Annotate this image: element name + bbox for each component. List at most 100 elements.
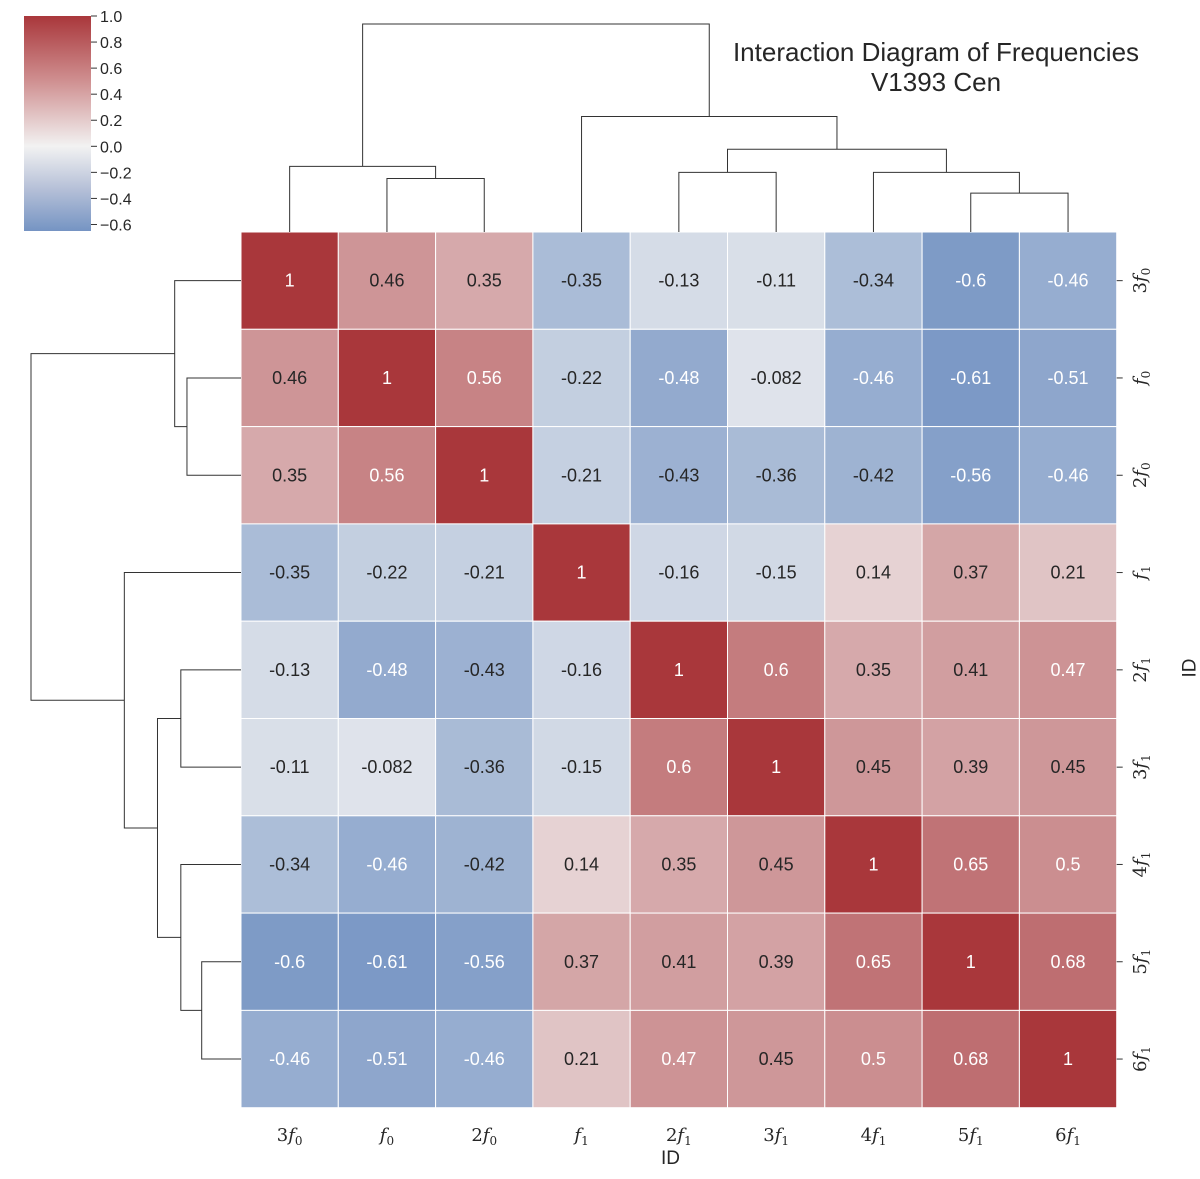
cell-value-label: -0.15 [561, 757, 602, 777]
heatmap-cell [1018, 523, 1118, 622]
colorbar-tick-label: −0.4 [100, 191, 132, 208]
heatmap-cell [1018, 912, 1118, 1011]
cell-value-label: 0.6 [764, 660, 789, 680]
cell-value-label: -0.43 [464, 660, 505, 680]
heatmap-cell [240, 328, 339, 428]
heatmap-cell [629, 328, 729, 428]
heatmap-cell [921, 328, 1020, 428]
cell-value-label: 0.35 [856, 660, 891, 680]
y-tick-label: 3f0 [1130, 268, 1153, 294]
heatmap-cell [1018, 718, 1118, 817]
dendrogram-link [727, 148, 947, 173]
heatmap-cell [337, 815, 437, 914]
colorbar-tick-label: −0.2 [100, 165, 132, 182]
heatmap-cell [629, 815, 729, 914]
cell-value-label: -0.43 [658, 465, 699, 485]
cell-value-label: 0.46 [272, 368, 307, 388]
dendrogram-link [156, 718, 181, 938]
cell-value-label: 0.37 [564, 952, 599, 972]
cell-value-label: 0.56 [467, 368, 502, 388]
heatmap-cell [240, 815, 339, 914]
heatmap-cell [824, 620, 923, 720]
heatmap-cell [435, 328, 534, 428]
heatmap-cell-values: 1 0.46 0.35 -0.35 -0.13 -0.11 -0.34 -0.6 -0.46 0.… [269, 271, 1088, 1069]
cell-value-label: 0.5 [861, 1049, 886, 1069]
cell-value-label: -0.34 [269, 854, 310, 874]
cell-value-label: 0.35 [272, 465, 307, 485]
cell-value-label: 0.46 [369, 271, 404, 291]
heatmap-cell [337, 231, 437, 330]
y-axis-label: ID [1179, 658, 1200, 678]
y-tick-label: 2f1 [1130, 657, 1153, 683]
cell-value-label: -0.35 [561, 271, 602, 291]
colorbar-tick-label: 0.8 [100, 35, 122, 52]
colorbar: 1.0 0.8 0.6 0.4 0.2 0.0 −0.2 −0.4 −0.6 [24, 9, 132, 234]
dendrogram-link [180, 669, 241, 768]
cell-value-label: 0.5 [1056, 854, 1081, 874]
heatmap-cell [532, 1009, 631, 1109]
y-tick-label: 3f1 [1130, 754, 1153, 780]
cell-value-label: -0.11 [270, 757, 310, 777]
heatmap-cell [921, 231, 1020, 330]
dendrogram-link [872, 171, 1020, 232]
heatmap-cell [824, 1009, 923, 1109]
cell-value-label: -0.22 [561, 368, 602, 388]
heatmap-cell [337, 718, 437, 817]
x-axis-label: ID [661, 1148, 680, 1169]
cell-value-label: -0.48 [366, 660, 407, 680]
heatmap-cell [1018, 1009, 1118, 1109]
x-tick-label: 6f1 [1055, 1125, 1081, 1148]
cell-value-label: 1 [966, 952, 976, 972]
heatmap-cell [435, 426, 534, 525]
colorbar-tick-label: 0.4 [100, 87, 122, 104]
cell-value-label: -0.11 [756, 271, 796, 291]
heatmap-cell [532, 426, 631, 525]
cell-value-label: 1 [577, 563, 587, 583]
heatmap-cell [240, 718, 339, 817]
cell-value-label: -0.6 [955, 271, 986, 291]
y-tick-label: 5f1 [1130, 949, 1153, 975]
x-tick-label: 3f0 [277, 1125, 303, 1148]
y-tick-label: f1 [1130, 565, 1153, 581]
heatmap-cell [337, 523, 437, 622]
cell-value-label: 0.56 [369, 465, 404, 485]
x-tick-label: f1 [572, 1125, 588, 1148]
cell-value-label: -0.34 [853, 271, 894, 291]
cell-value-label: -0.46 [366, 854, 407, 874]
heatmap-cell [727, 328, 826, 428]
cell-value-label: -0.22 [366, 563, 407, 583]
dendrogram-link [678, 171, 777, 232]
cell-value-label: 0.35 [467, 271, 502, 291]
colorbar-tick-label: 0.6 [100, 61, 122, 78]
heatmap-cell [435, 1009, 534, 1109]
cell-value-label: 0.21 [564, 1049, 599, 1069]
colorbar-ticks: 1.0 0.8 0.6 0.4 0.2 0.0 −0.2 −0.4 −0.6 [91, 9, 132, 234]
heatmap-cell [435, 815, 534, 914]
heatmap-cell [337, 426, 437, 525]
x-tick-label: 2f1 [666, 1125, 692, 1148]
cell-value-label: 1 [479, 465, 489, 485]
cell-value-label: 0.45 [759, 1049, 794, 1069]
cell-value-label: 0.45 [856, 757, 891, 777]
cell-value-label: -0.46 [464, 1049, 505, 1069]
cell-value-label: 1 [285, 271, 295, 291]
cell-value-label: 1 [674, 660, 684, 680]
chart-title: Interaction Diagram of Frequencies [732, 37, 1140, 67]
cell-value-label: -0.6 [274, 952, 305, 972]
heatmap-cell [1018, 328, 1118, 428]
cell-value-label: -0.61 [366, 952, 407, 972]
heatmap-cell [240, 912, 339, 1011]
cell-value-label: 1 [1063, 1049, 1073, 1069]
cell-value-label: -0.51 [366, 1049, 407, 1069]
heatmap-cell [1018, 620, 1118, 720]
x-tick-label: 5f1 [958, 1125, 984, 1148]
cell-value-label: -0.36 [756, 465, 797, 485]
cell-value-label: -0.56 [950, 465, 991, 485]
colorbar-tick-label: 0.2 [100, 113, 122, 130]
dendrogram-link [174, 280, 241, 428]
cell-value-label: 0.41 [953, 660, 988, 680]
heatmap-cell [1018, 426, 1118, 525]
cell-value-label: 0.39 [759, 952, 794, 972]
cell-value-label: -0.46 [853, 368, 894, 388]
dendrogram-link [362, 23, 710, 167]
